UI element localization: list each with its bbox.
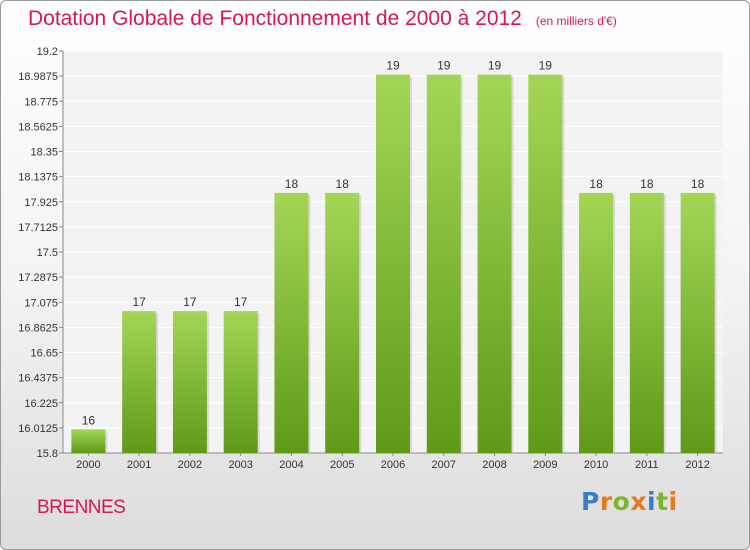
proxiti-logo: Proxiti: [581, 487, 678, 516]
y-tick-label: 15.8: [37, 448, 58, 460]
bar: [71, 429, 106, 453]
logo-letter: x: [630, 487, 647, 516]
bar-value-label: 18: [336, 177, 350, 191]
y-tick-label: 17.5: [37, 247, 58, 259]
y-tick-label: 18.9875: [18, 71, 58, 83]
bar-value-label: 17: [183, 295, 197, 309]
y-tick-label: 16.4375: [18, 373, 58, 385]
bar-value-label: 18: [285, 177, 299, 191]
logo-letter: r: [599, 487, 613, 516]
y-tick-label: 18.5625: [18, 121, 58, 133]
x-tick-label: 2001: [127, 459, 151, 471]
logo-letter: i: [647, 487, 657, 516]
bar: [528, 74, 563, 453]
x-tick-label: 2005: [330, 459, 354, 471]
logo-letter: t: [656, 487, 669, 516]
bar: [680, 192, 715, 453]
x-tick-label: 2007: [432, 459, 456, 471]
bar-value-label: 18: [589, 177, 603, 191]
y-tick-label: 17.2875: [18, 272, 58, 284]
y-tick-label: 16.0125: [18, 423, 58, 435]
bar-value-label: 16: [82, 413, 96, 427]
x-tick-label: 2008: [482, 459, 506, 471]
bar: [325, 192, 360, 453]
bar-value-label: 19: [386, 59, 400, 73]
bar: [223, 311, 258, 453]
bar: [579, 192, 614, 453]
y-tick-label: 18.1375: [18, 172, 58, 184]
logo-letter: P: [581, 487, 600, 516]
bar-value-label: 18: [691, 177, 705, 191]
logo-letter: o: [612, 487, 631, 516]
bar: [122, 311, 157, 453]
commune-name: BRENNES: [37, 497, 126, 518]
bar-value-label: 17: [132, 295, 146, 309]
bar-value-label: 17: [234, 295, 248, 309]
title-row: Dotation Globale de Fonctionnement de 20…: [28, 7, 617, 31]
y-tick-label: 16.8625: [18, 322, 58, 334]
bar: [376, 74, 410, 453]
x-tick-label: 2002: [178, 459, 202, 471]
y-tick-label: 18.35: [30, 147, 58, 159]
bar: [274, 192, 309, 453]
bar: [426, 74, 461, 453]
y-tick-label: 17.925: [24, 197, 58, 209]
y-tick-label: 18.775: [24, 96, 58, 108]
bar: [629, 192, 664, 453]
y-tick-label: 16.225: [24, 398, 58, 410]
y-tick-label: 19.2: [37, 46, 58, 58]
bar: [477, 74, 512, 453]
logo-letter: i: [668, 487, 678, 516]
bar: [172, 311, 207, 453]
x-tick-label: 2006: [381, 459, 405, 471]
x-tick-label: 2003: [228, 459, 252, 471]
x-tick-label: 2009: [533, 459, 557, 471]
y-tick-label: 16.65: [30, 348, 58, 360]
x-tick-label: 2012: [685, 459, 709, 471]
bar-value-label: 18: [640, 177, 654, 191]
x-tick-label: 2010: [584, 459, 608, 471]
bar-value-label: 19: [437, 59, 451, 73]
x-tick-label: 2000: [76, 459, 100, 471]
x-tick-label: 2004: [279, 459, 303, 471]
bar-value-label: 19: [488, 59, 502, 73]
chart-unit: (en milliers d'€): [535, 14, 617, 28]
chart-title: Dotation Globale de Fonctionnement de 20…: [28, 7, 522, 30]
x-tick-label: 2011: [635, 459, 659, 471]
bar-value-label: 19: [539, 59, 553, 73]
y-tick-label: 17.075: [24, 297, 58, 309]
y-tick-label: 17.7125: [18, 222, 58, 234]
